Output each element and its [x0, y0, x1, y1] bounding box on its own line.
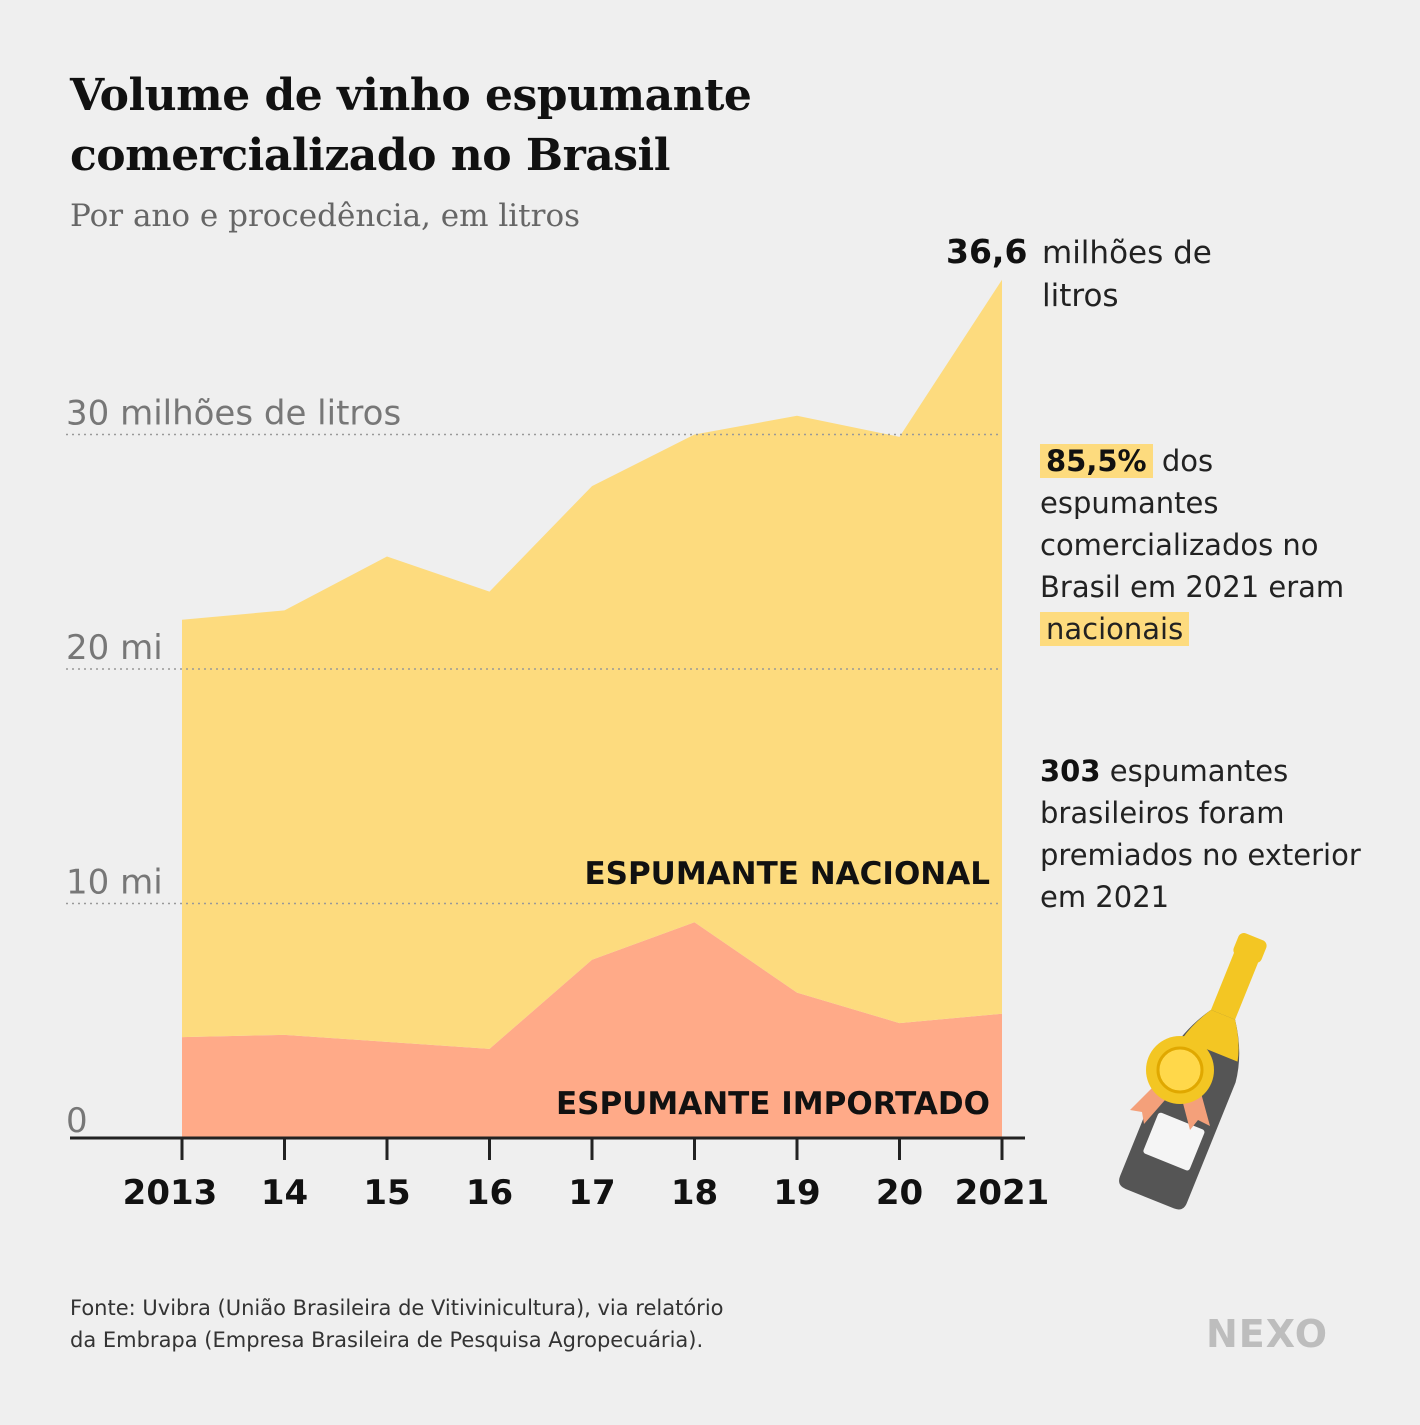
source-note: Fonte: Uvibra (União Brasileira de Vitiv… — [70, 1292, 890, 1356]
y-tick-label: 20 mi — [66, 628, 163, 668]
area-chart: 0 10 mi 20 mi 30 milhões de litros ESPUMANT… — [66, 279, 1050, 1213]
source-line-2: da Embrapa (Empresa Brasileira de Pesqui… — [70, 1328, 704, 1352]
award-bottle-icon — [1119, 933, 1267, 1210]
x-tick-label: 20 — [876, 1173, 923, 1213]
awards-count: 303 — [1040, 754, 1101, 788]
share-annotation: 85,5% dos espumantes comercializados no … — [1040, 440, 1370, 650]
share-highlight: nacionais — [1040, 612, 1190, 646]
share-percentage: 85,5% — [1040, 444, 1153, 478]
x-tick-label: 16 — [466, 1173, 513, 1213]
source-line-1: Fonte: Uvibra (União Brasileira de Vitiv… — [70, 1296, 724, 1320]
x-tick-label: 2021 — [955, 1173, 1050, 1213]
chart-title: Volume de vinho espumante comercializado… — [70, 66, 752, 186]
x-tick-label: 14 — [261, 1173, 308, 1213]
area-series-importado — [182, 922, 1002, 1138]
awards-text: espumantes brasileiros foram premiados n… — [1040, 754, 1361, 914]
series-label: ESPUMANTE IMPORTADO — [556, 1086, 990, 1122]
awards-annotation: 303 espumantes brasileiros foram premiad… — [1040, 750, 1370, 918]
y-tick-label: 30 milhões de litros — [66, 394, 401, 434]
peak-unit: milhões de litros — [1042, 235, 1212, 314]
series-labels: ESPUMANTE IMPORTADO ESPUMANTE NACIONAL — [556, 856, 990, 1122]
share-text: dos espumantes comercializados no Brasil… — [1040, 444, 1345, 604]
x-tick-label: 18 — [671, 1173, 718, 1213]
y-tick-label: 0 — [66, 1101, 88, 1141]
chart-title-line-2: comercializado no Brasil — [70, 130, 670, 181]
chart-areas — [182, 279, 1002, 1138]
peak-value: 36,6 — [946, 232, 1028, 271]
chart-subtitle: Por ano e procedência, em litros — [70, 198, 581, 234]
area-series-nacional — [182, 279, 1002, 1049]
chart-gridlines: 0 10 mi 20 mi 30 milhões de litros — [66, 394, 1002, 1141]
x-tick-label: 19 — [773, 1173, 820, 1213]
chart-title-line-1: Volume de vinho espumante — [70, 70, 752, 121]
x-tick-label: 17 — [568, 1173, 615, 1213]
x-axis: 2013 14 15 16 17 18 19 20 2021 — [70, 1136, 1050, 1213]
series-label: ESPUMANTE NACIONAL — [584, 856, 990, 892]
y-tick-label: 10 mi — [66, 863, 163, 903]
x-tick-label: 2013 — [123, 1173, 218, 1213]
x-tick-label: 15 — [363, 1173, 410, 1213]
nexo-logo: NEXO — [1206, 1312, 1329, 1356]
